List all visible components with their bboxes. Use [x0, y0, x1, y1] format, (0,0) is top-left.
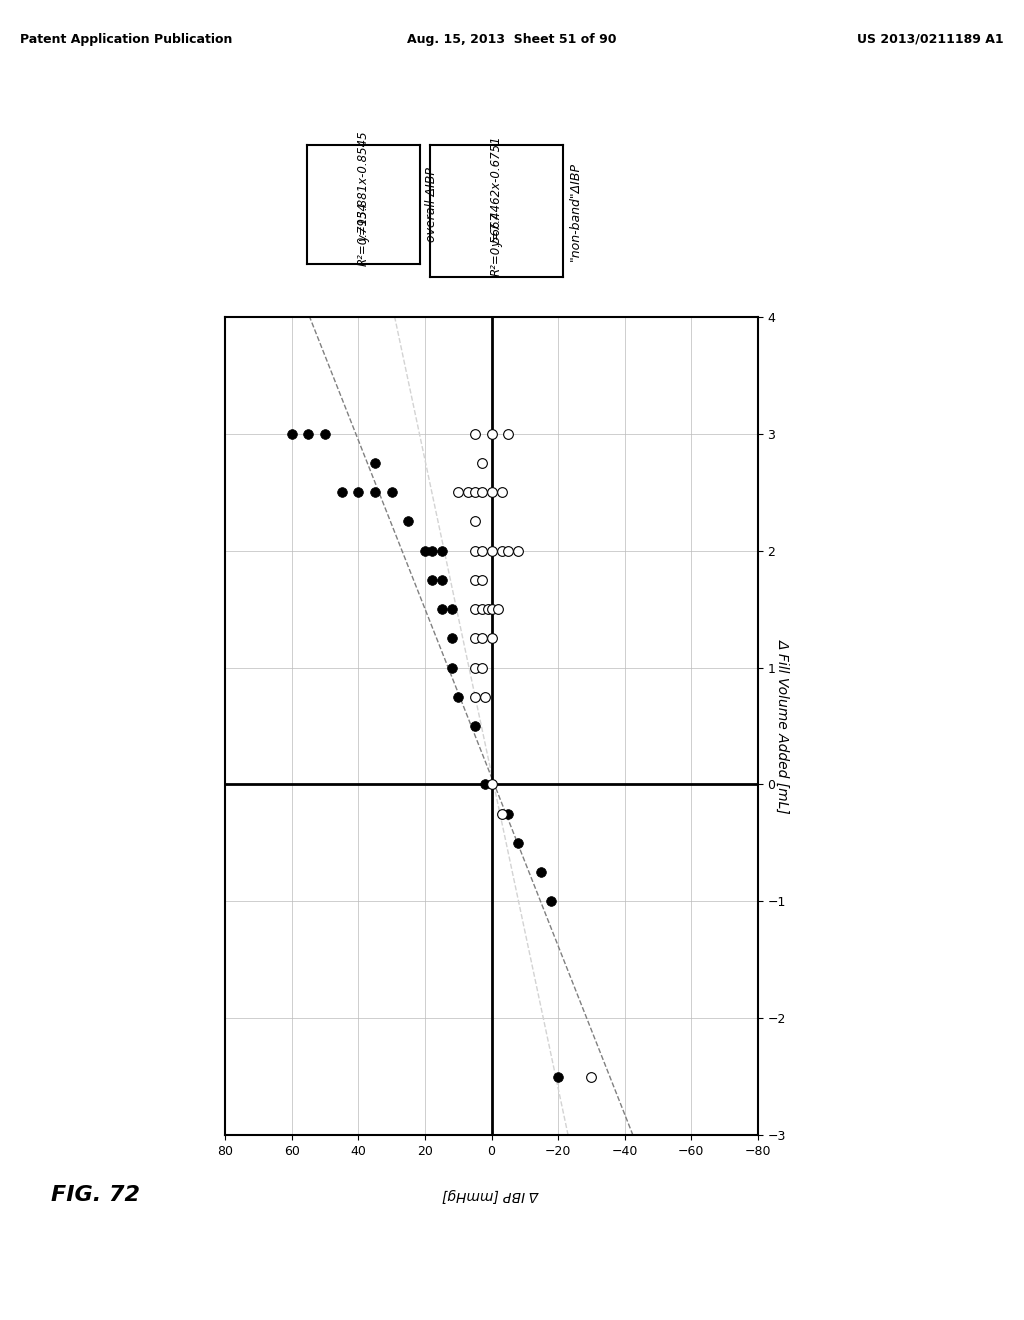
Point — [467, 482, 483, 503]
Point — [467, 715, 483, 737]
Point — [500, 424, 516, 445]
Text: Aug. 15, 2013  Sheet 51 of 90: Aug. 15, 2013 Sheet 51 of 90 — [408, 33, 616, 46]
Point — [367, 453, 383, 474]
Text: y=13.881x-0.8545: y=13.881x-0.8545 — [357, 132, 370, 242]
Point — [424, 540, 440, 561]
Text: Patent Application Publication: Patent Application Publication — [20, 33, 232, 46]
Point — [473, 598, 489, 619]
Text: FIG. 72: FIG. 72 — [51, 1184, 140, 1205]
Point — [543, 891, 559, 912]
Text: R²=0.7954: R²=0.7954 — [357, 202, 370, 267]
Point — [500, 803, 516, 824]
Text: overall ΔIBP: overall ΔIBP — [425, 168, 438, 242]
Point — [467, 569, 483, 590]
Point — [367, 482, 383, 503]
Point — [443, 598, 460, 619]
Point — [483, 482, 500, 503]
Point — [417, 540, 433, 561]
Point — [467, 598, 483, 619]
Point — [494, 803, 510, 824]
Text: Δ IBP [mmHg]: Δ IBP [mmHg] — [443, 1188, 540, 1201]
Point — [467, 511, 483, 532]
Point — [494, 482, 510, 503]
Point — [460, 482, 476, 503]
Point — [443, 628, 460, 649]
Point — [550, 1067, 566, 1088]
Point — [467, 424, 483, 445]
Point — [473, 569, 489, 590]
Point — [473, 628, 489, 649]
Point — [510, 540, 526, 561]
Text: US 2013/0211189 A1: US 2013/0211189 A1 — [857, 33, 1004, 46]
Point — [317, 424, 334, 445]
Point — [467, 540, 483, 561]
Point — [433, 569, 450, 590]
Point — [467, 628, 483, 649]
Point — [433, 598, 450, 619]
Point — [483, 598, 500, 619]
Point — [451, 482, 467, 503]
Point — [467, 686, 483, 708]
Point — [483, 424, 500, 445]
Point — [443, 657, 460, 678]
Point — [451, 686, 467, 708]
Point — [467, 657, 483, 678]
Point — [473, 540, 489, 561]
Text: "non-band"ΔIBP: "non-band"ΔIBP — [568, 161, 582, 260]
Point — [424, 569, 440, 590]
Point — [473, 657, 489, 678]
Point — [489, 598, 506, 619]
Text: y=7.4462x-0.6751: y=7.4462x-0.6751 — [490, 136, 503, 247]
Point — [480, 598, 497, 619]
Point — [483, 628, 500, 649]
Point — [494, 540, 510, 561]
Point — [473, 453, 489, 474]
Point — [383, 482, 399, 503]
Text: Δ Fill Volume Added [mL]: Δ Fill Volume Added [mL] — [776, 639, 791, 813]
Point — [584, 1067, 600, 1088]
Point — [510, 833, 526, 854]
Point — [500, 540, 516, 561]
Point — [476, 774, 494, 795]
Point — [284, 424, 300, 445]
Point — [334, 482, 350, 503]
Point — [473, 482, 489, 503]
Text: R²=0.5667: R²=0.5667 — [490, 213, 503, 276]
Point — [433, 540, 450, 561]
Point — [483, 540, 500, 561]
Point — [300, 424, 316, 445]
Point — [534, 862, 550, 883]
Point — [483, 774, 500, 795]
Point — [350, 482, 367, 503]
Point — [476, 686, 494, 708]
Point — [400, 511, 417, 532]
